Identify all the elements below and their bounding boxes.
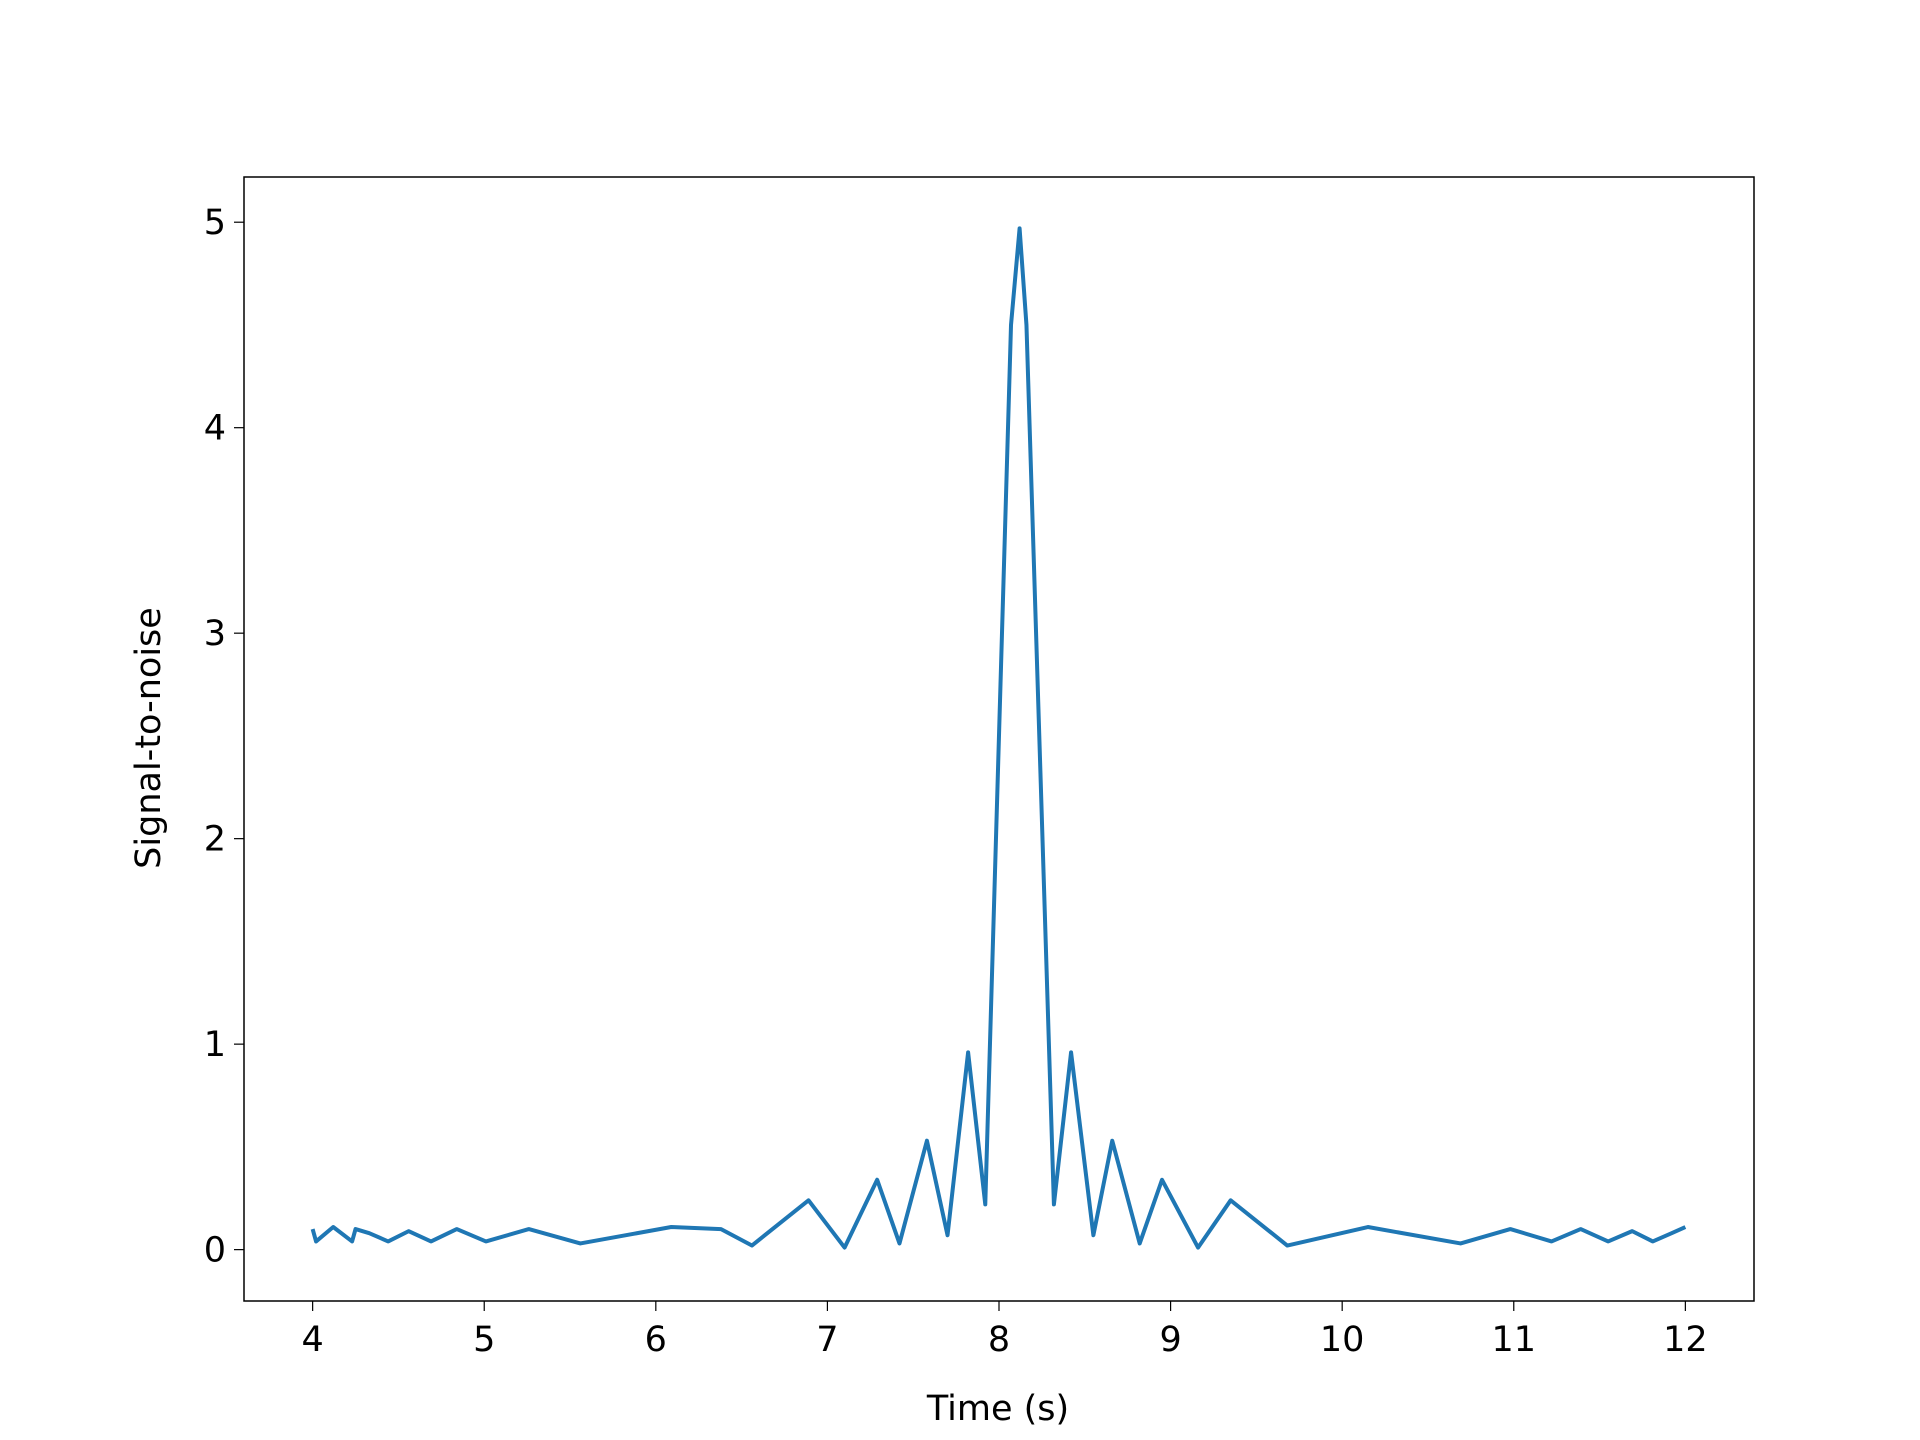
x-tick-label: 12 <box>1663 1320 1708 1360</box>
x-tick-label: 10 <box>1320 1320 1365 1360</box>
x-tick-label: 7 <box>816 1320 838 1360</box>
y-tick-label: 5 <box>204 203 226 243</box>
y-tick-label: 1 <box>204 1025 226 1065</box>
y-axis-label: Signal-to-noise <box>129 607 169 869</box>
x-tick-label: 11 <box>1491 1320 1536 1360</box>
y-tick-label: 2 <box>204 820 226 860</box>
x-tick-label: 9 <box>1159 1320 1181 1360</box>
plot-frame <box>243 176 1755 1302</box>
x-tick-label: 8 <box>988 1320 1010 1360</box>
y-tick-label: 0 <box>204 1231 226 1271</box>
x-tick-label: 6 <box>645 1320 667 1360</box>
x-axis-label: Time (s) <box>926 1389 1069 1429</box>
x-tick-label: 4 <box>301 1320 323 1360</box>
x-tick-label: 5 <box>473 1320 495 1360</box>
y-tick-label: 3 <box>204 614 226 654</box>
data-line <box>310 226 1687 1250</box>
y-tick-label: 4 <box>204 409 226 449</box>
